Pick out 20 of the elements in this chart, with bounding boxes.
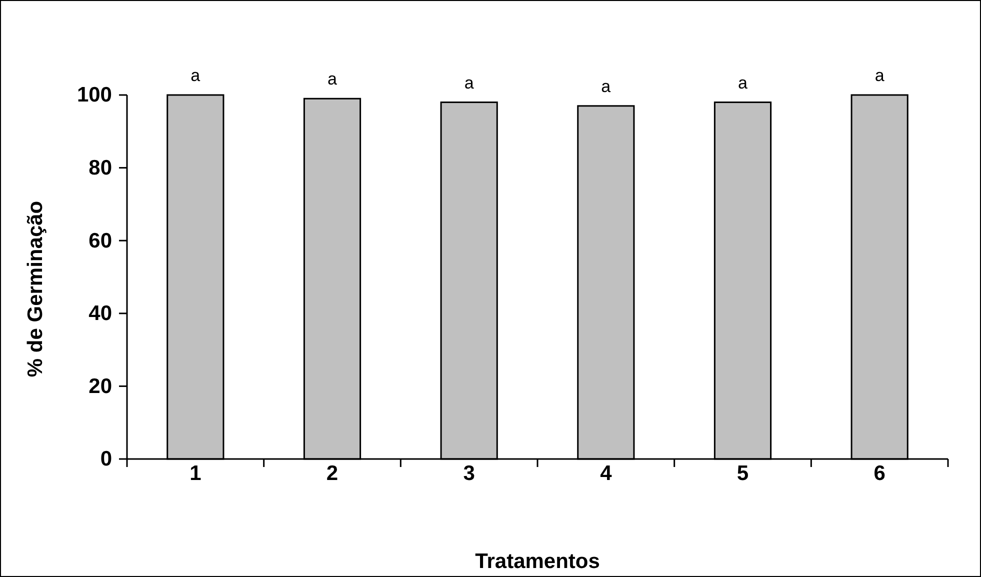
y-tick-label: 100	[76, 84, 112, 107]
x-tick-label: 5	[736, 462, 749, 485]
annotation: a	[601, 76, 612, 96]
annotation: a	[464, 73, 474, 92]
y-axis-title: % de Germinação	[24, 200, 47, 378]
y-tick-label: 60	[88, 229, 112, 252]
y-tick-label: 0	[100, 448, 112, 471]
x-tick-label: 2	[326, 462, 338, 485]
annotation: a	[738, 73, 748, 92]
x-tick-label: 3	[463, 462, 475, 485]
x-tick-label: 6	[874, 462, 886, 485]
annotation: a	[328, 70, 338, 89]
x-tick-label: 1	[190, 462, 202, 485]
annotation: a	[190, 66, 201, 85]
y-tick-label: 80	[88, 156, 112, 180]
y-tick-label: 40	[88, 302, 112, 326]
y-tick-label: 20	[88, 374, 112, 398]
annotation: a	[874, 66, 885, 85]
x-tick-label: 4	[600, 462, 612, 485]
x-axis-title: Tratamentos	[475, 550, 600, 573]
